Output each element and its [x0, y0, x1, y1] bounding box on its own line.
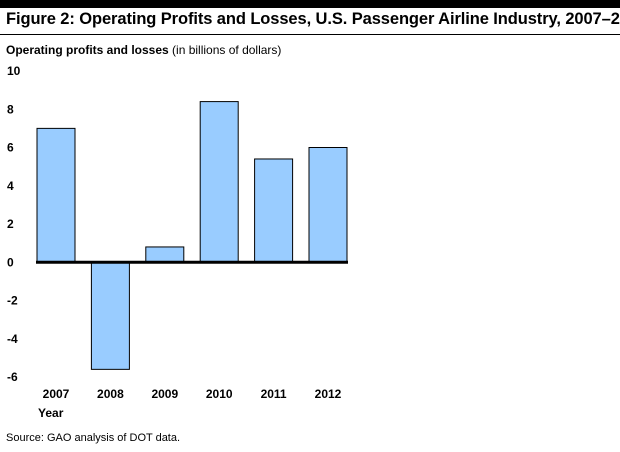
bar-2009	[145, 246, 185, 263]
x-tick-label: 2009	[151, 387, 178, 401]
x-tick-label: 2010	[206, 387, 233, 401]
title-divider	[0, 34, 620, 35]
y-tick-label: 4	[7, 179, 14, 193]
bar-2012	[308, 147, 348, 263]
source-note: Source: GAO analysis of DOT data.	[6, 432, 181, 444]
y-tick-label: -6	[7, 370, 18, 384]
figure-title: Figure 2: Operating Profits and Losses, …	[6, 10, 620, 28]
y-tick-label: 10	[7, 64, 21, 78]
bar-2007	[36, 127, 76, 263]
y-tick-label: 8	[7, 102, 14, 116]
bar-2008	[90, 261, 130, 370]
y-axis-label: Operating profits and losses (in billion…	[6, 43, 281, 57]
y-tick-label: 0	[7, 255, 14, 269]
x-axis-title: Year	[38, 406, 64, 420]
title-bar-rule	[0, 0, 620, 8]
y-tick-label: 6	[7, 141, 14, 155]
bar-2010	[199, 101, 239, 263]
x-tick-label: 2011	[261, 387, 287, 401]
y-tick-label: -2	[7, 294, 18, 308]
bar-2011	[254, 158, 294, 263]
y-axis-label-unit: (in billions of dollars)	[172, 43, 282, 57]
x-tick-label: 2008	[97, 387, 124, 401]
y-tick-label: 2	[7, 217, 14, 231]
y-axis-label-main: Operating profits and losses	[6, 43, 169, 57]
y-tick-label: -4	[7, 332, 18, 346]
x-tick-label: 2012	[315, 387, 342, 401]
x-tick-label: 2007	[43, 387, 70, 401]
